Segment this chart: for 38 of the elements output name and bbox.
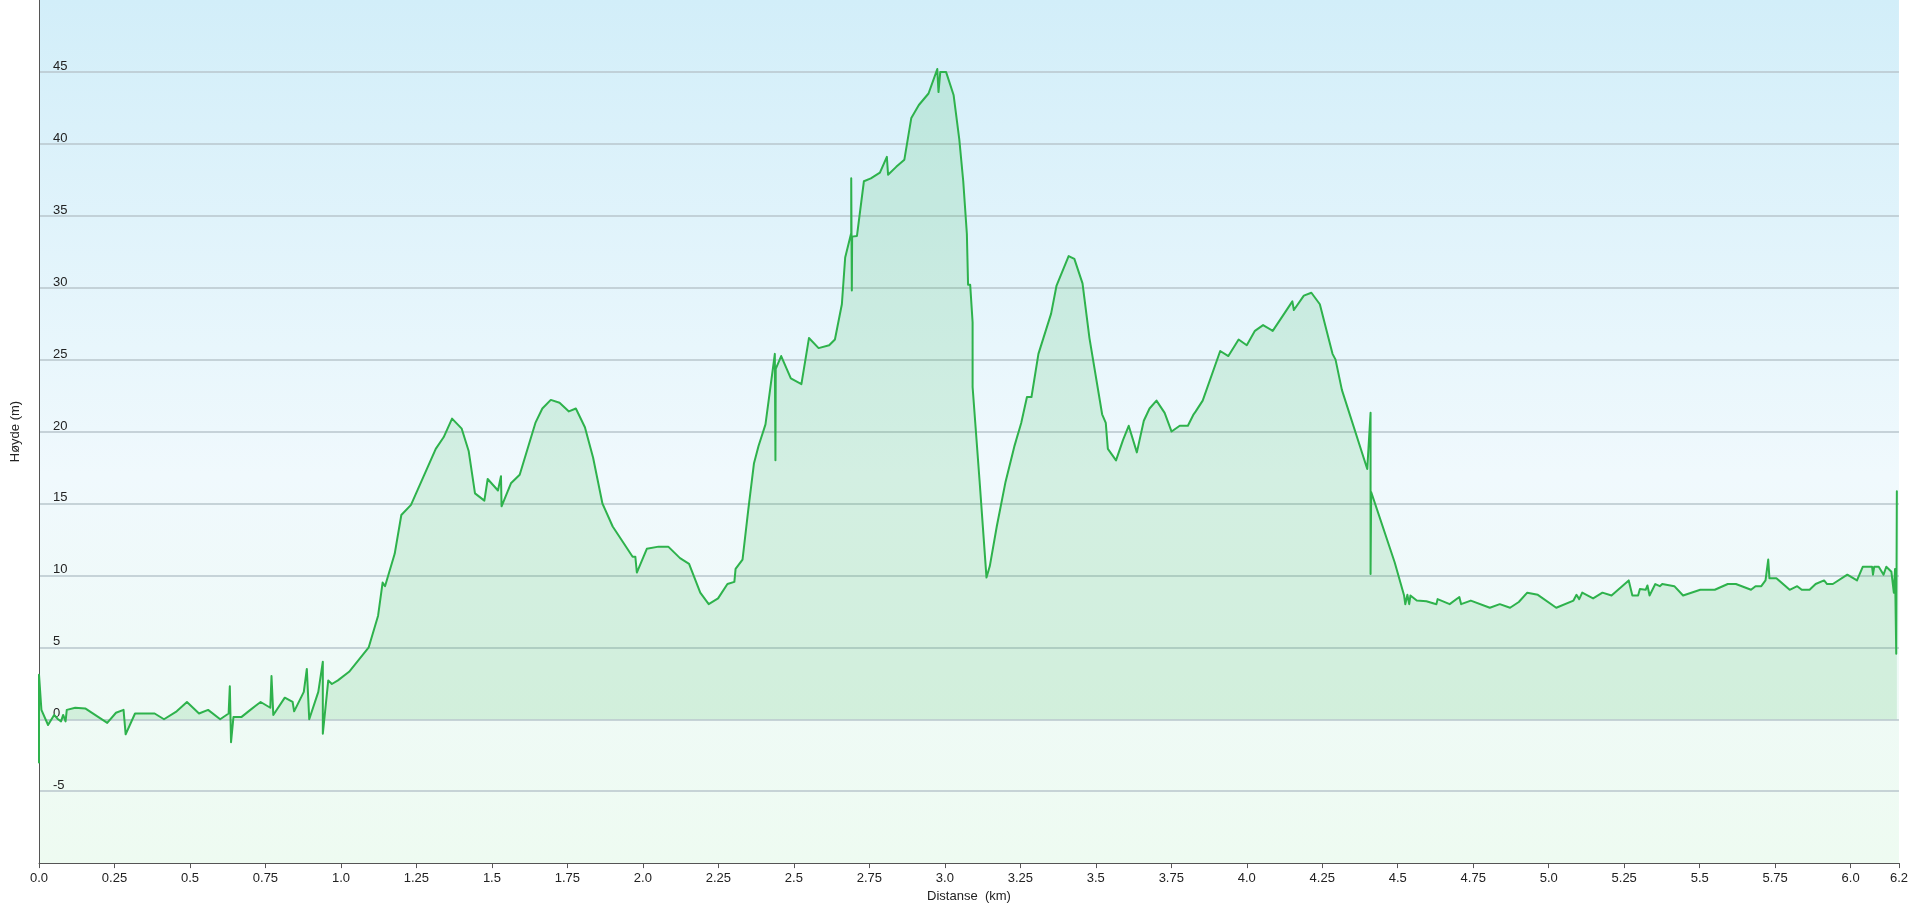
y-tick-label: 20	[53, 417, 68, 433]
x-tick-label: 4.25	[1309, 870, 1335, 886]
x-axis-title: Distanse (km)	[927, 888, 1011, 903]
x-tick-label: 4.0	[1237, 870, 1256, 886]
x-tick-label: 5.75	[1762, 870, 1788, 886]
x-tick-label: 4.5	[1388, 870, 1407, 886]
x-tick-label: 5.5	[1690, 870, 1709, 886]
y-tick-label: 15	[53, 489, 68, 505]
x-tick-label: 1.75	[554, 870, 581, 886]
x-tick-label: 3.0	[935, 870, 954, 886]
y-tick-label: 45	[53, 57, 68, 73]
x-tick-label: 0.75	[252, 870, 279, 886]
x-tick-label: 4.75	[1460, 870, 1486, 886]
x-tick-label: 2.25	[705, 870, 732, 886]
y-tick-label: 35	[53, 201, 68, 217]
x-tick-label: 1.0	[331, 870, 350, 886]
y-tick-label: -5	[53, 777, 65, 793]
y-tick-label: 30	[53, 273, 68, 289]
x-tick-label: 3.5	[1086, 870, 1105, 886]
x-tick-label: 6.0	[1841, 870, 1860, 886]
x-tick-label: 2.5	[784, 870, 803, 886]
x-tick-label: 0.5	[180, 870, 200, 886]
x-tick-label: 3.25	[1007, 870, 1033, 886]
x-tick-label: 5.25	[1611, 870, 1637, 886]
x-tick-label: 1.25	[403, 870, 430, 886]
x-tick-label: 3.75	[1158, 870, 1184, 886]
x-tick-label: 1.5	[482, 870, 501, 886]
y-tick-label: 25	[53, 345, 68, 361]
x-tick-label: 5.0	[1539, 870, 1558, 886]
x-tick-label: 2.75	[856, 870, 882, 886]
y-tick-label: 40	[53, 129, 68, 145]
y-tick-label: 10	[53, 561, 68, 577]
x-tick-label: 0.25	[101, 870, 128, 886]
x-tick-label: 6.2	[1889, 870, 1908, 886]
x-tick-label: 0.0	[29, 870, 49, 886]
y-tick-label: 5	[53, 633, 61, 649]
x-tick-label: 2.0	[633, 870, 652, 886]
y-axis-title: Høyde (m)	[7, 400, 22, 463]
